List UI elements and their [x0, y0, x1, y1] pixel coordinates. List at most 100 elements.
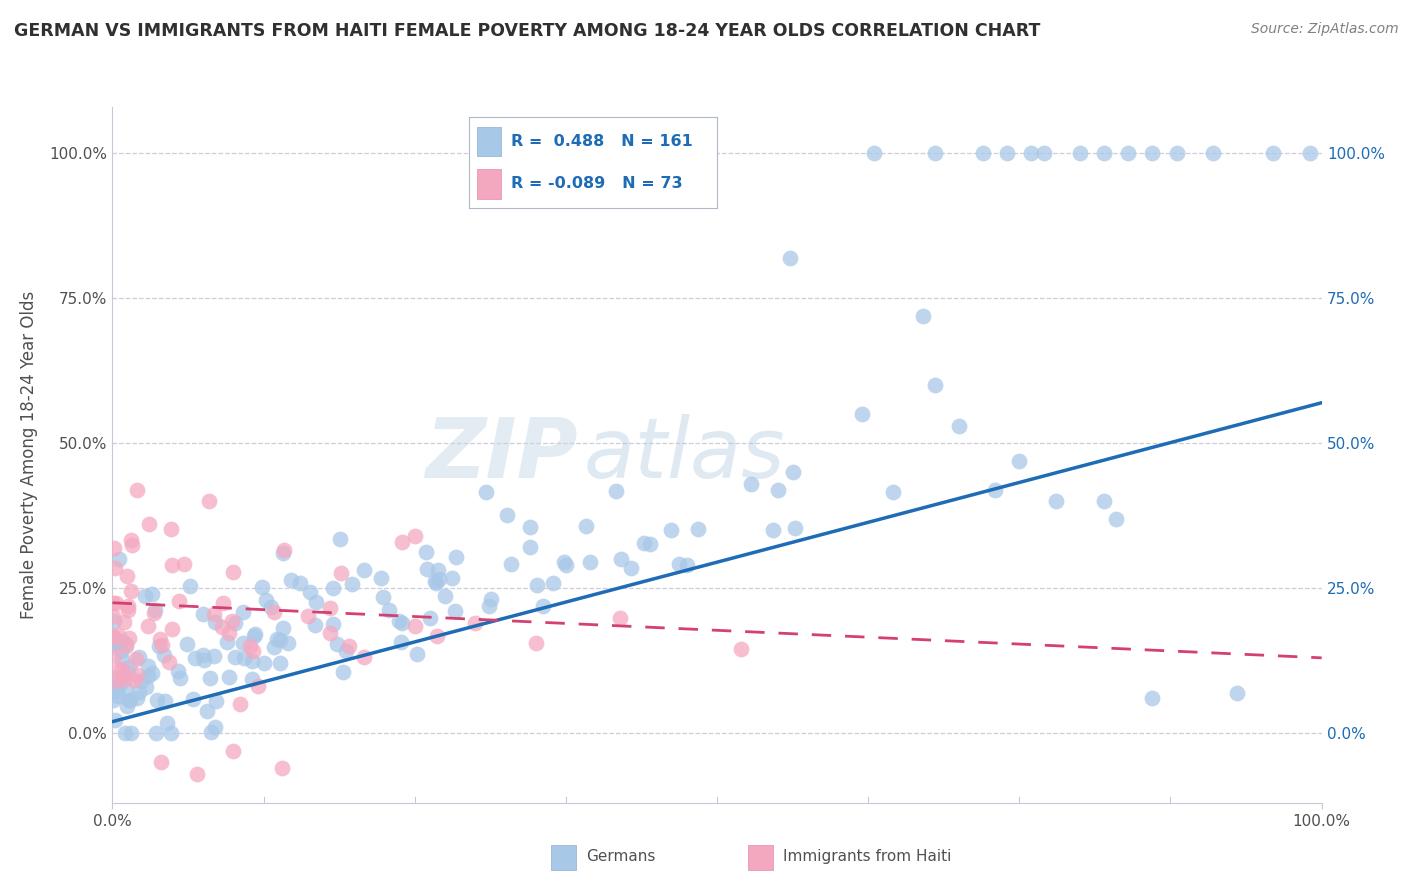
Point: [229, 697, 252, 711]
Point: [444, 604, 467, 618]
Point: [531, 599, 554, 613]
Point: [149, 632, 172, 646]
Point: [211, 620, 233, 634]
Point: [101, 682, 124, 697]
Point: [269, 656, 291, 670]
Point: [370, 571, 392, 585]
Point: [193, 653, 215, 667]
Point: [1032, 146, 1054, 161]
Point: [149, 755, 172, 769]
Point: [1202, 146, 1225, 161]
Point: [785, 521, 807, 535]
Point: [166, 664, 188, 678]
Text: Immigrants from Haiti: Immigrants from Haiti: [783, 849, 952, 863]
Point: [148, 640, 170, 654]
Point: [280, 573, 302, 587]
Point: [553, 555, 575, 569]
Point: [107, 663, 129, 677]
Point: [269, 633, 291, 648]
Point: [263, 640, 285, 655]
Point: [288, 575, 311, 590]
Point: [1263, 146, 1285, 161]
Point: [335, 644, 357, 658]
Point: [322, 581, 344, 595]
Point: [105, 673, 128, 688]
Point: [120, 693, 142, 707]
Point: [103, 634, 125, 648]
Point: [153, 648, 176, 662]
Point: [224, 615, 246, 630]
Point: [111, 662, 134, 676]
Point: [984, 483, 1007, 497]
Point: [1142, 691, 1164, 706]
Point: [416, 562, 439, 576]
Point: [173, 557, 195, 571]
Point: [273, 542, 295, 557]
Point: [221, 614, 243, 628]
Point: [260, 600, 283, 615]
Point: [911, 309, 934, 323]
Point: [218, 670, 240, 684]
Point: [638, 536, 661, 550]
Point: [444, 549, 467, 564]
Point: [135, 680, 157, 694]
Point: [609, 611, 631, 625]
Point: [277, 635, 299, 649]
Point: [117, 603, 139, 617]
Point: [318, 601, 340, 615]
Point: [120, 533, 142, 547]
Point: [138, 517, 160, 532]
Point: [319, 626, 342, 640]
Point: [1105, 511, 1128, 525]
Point: [212, 596, 235, 610]
Point: [107, 689, 129, 703]
Point: [101, 629, 124, 643]
Point: [105, 682, 128, 697]
Point: [686, 522, 709, 536]
Point: [924, 378, 946, 392]
Point: [233, 651, 256, 665]
Text: ZIP: ZIP: [426, 415, 578, 495]
Text: Source: ZipAtlas.com: Source: ZipAtlas.com: [1251, 22, 1399, 37]
Point: [232, 605, 254, 619]
Point: [118, 632, 141, 646]
Point: [145, 726, 167, 740]
Point: [495, 508, 517, 522]
Point: [121, 726, 143, 740]
Point: [575, 519, 598, 533]
Point: [1092, 494, 1115, 508]
Point: [605, 483, 627, 498]
Point: [121, 538, 143, 552]
Point: [114, 637, 136, 651]
Point: [266, 632, 288, 647]
Point: [479, 591, 502, 606]
Point: [972, 146, 994, 161]
Point: [245, 626, 267, 640]
Text: GERMAN VS IMMIGRANTS FROM HAITI FEMALE POVERTY AMONG 18-24 YEAR OLDS CORRELATION: GERMAN VS IMMIGRANTS FROM HAITI FEMALE P…: [14, 22, 1040, 40]
Point: [167, 594, 190, 608]
Point: [425, 575, 447, 590]
Point: [222, 744, 245, 758]
Point: [851, 407, 873, 422]
Point: [371, 590, 394, 604]
Text: Germans: Germans: [586, 849, 655, 863]
Point: [136, 669, 159, 683]
Point: [633, 536, 655, 550]
Point: [136, 659, 159, 673]
Point: [404, 529, 426, 543]
Point: [440, 571, 463, 585]
Point: [239, 639, 262, 653]
Point: [1142, 146, 1164, 161]
Point: [150, 638, 173, 652]
Point: [1045, 494, 1067, 508]
Point: [202, 649, 225, 664]
Point: [118, 692, 141, 706]
Point: [176, 637, 198, 651]
Point: [215, 634, 238, 648]
Point: [108, 676, 131, 690]
Point: [101, 631, 124, 645]
Point: [198, 494, 221, 508]
Point: [160, 622, 183, 636]
Point: [112, 615, 135, 630]
Y-axis label: Female Poverty Among 18-24 Year Olds: Female Poverty Among 18-24 Year Olds: [20, 291, 38, 619]
